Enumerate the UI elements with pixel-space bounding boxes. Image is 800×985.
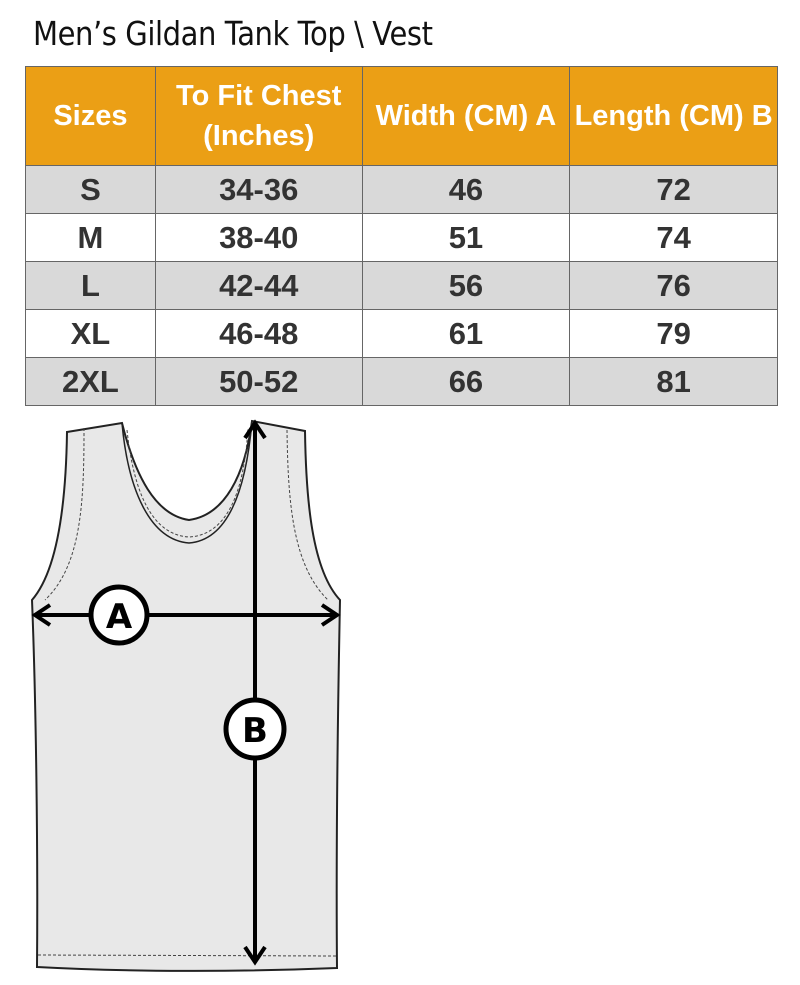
label-a: A (106, 597, 133, 637)
tank-top-outline (30, 419, 342, 972)
neckline (121, 420, 253, 544)
header-cell: Width (CM) A (361, 66, 571, 166)
table-cell: 56 (361, 261, 571, 310)
table-cell: 51 (361, 213, 571, 262)
header-cell: To Fit Chest (Inches) (154, 66, 363, 166)
table-cell: 72 (569, 165, 778, 214)
table-row: S 34-36 46 72 (25, 165, 778, 214)
length-arrow (243, 419, 267, 966)
size-chart-table: Sizes To Fit Chest (Inches) Width (CM) A… (25, 66, 778, 406)
label-b: B (242, 711, 268, 751)
table-cell: 2XL (25, 357, 156, 406)
label-b-circle (223, 697, 287, 761)
table-cell: 50-52 (154, 357, 363, 406)
table-header-row: Sizes To Fit Chest (Inches) Width (CM) A… (25, 66, 778, 166)
table-row: M 38-40 51 74 (25, 213, 778, 262)
left-armhole-stitch (44, 427, 85, 601)
table-cell: S (25, 165, 156, 214)
page-title: Men’s Gildan Tank Top \ Vest (33, 14, 433, 53)
table-cell: 46-48 (154, 309, 363, 358)
table-cell: 46 (361, 165, 571, 214)
table-cell: 38-40 (154, 213, 363, 262)
neck-stitch (126, 427, 249, 538)
width-arrow (31, 603, 341, 627)
table-cell: 61 (361, 309, 571, 358)
label-a-circle (88, 584, 150, 646)
table-row: XL 46-48 61 79 (25, 309, 778, 358)
table-row: 2XL 50-52 66 81 (25, 357, 778, 406)
table-cell: 42-44 (154, 261, 363, 310)
table-cell: XL (25, 309, 156, 358)
table-cell: 76 (569, 261, 778, 310)
table-cell: M (25, 213, 156, 262)
header-cell: Sizes (25, 66, 156, 166)
right-armhole-stitch (286, 429, 329, 601)
table-cell: 34-36 (154, 165, 363, 214)
header-cell: Length (CM) B (569, 66, 778, 166)
table-cell: 81 (569, 357, 778, 406)
table-row: L 42-44 56 76 (25, 261, 778, 310)
table-cell: 66 (361, 357, 571, 406)
